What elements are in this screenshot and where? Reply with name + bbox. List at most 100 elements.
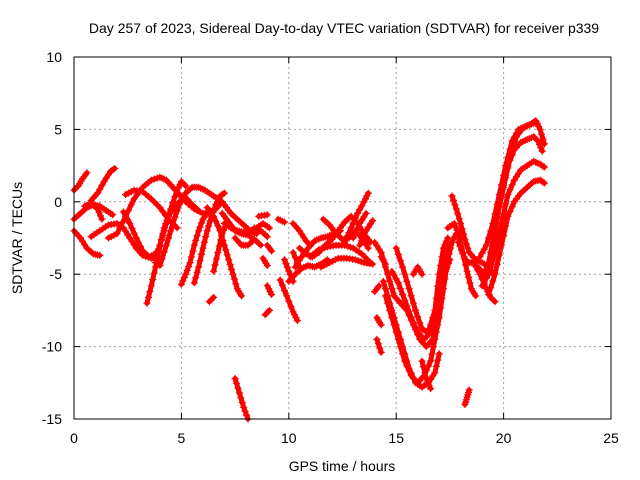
data-series-track-26 <box>264 283 275 297</box>
data-point-marker <box>422 375 430 382</box>
data-point-marker <box>283 263 291 271</box>
data-point-marker <box>238 292 245 300</box>
data-point-marker <box>377 321 385 329</box>
data-point-marker <box>485 291 493 298</box>
x-tick-label: 25 <box>603 430 619 446</box>
data-point-marker <box>498 193 505 201</box>
data-series-track-15 <box>211 221 229 274</box>
data-point-marker <box>424 362 432 370</box>
data-point-marker <box>94 205 102 213</box>
data-point-marker <box>356 241 364 249</box>
data-point-marker <box>485 270 493 278</box>
data-point-marker <box>197 219 205 227</box>
data-point-marker <box>160 248 168 256</box>
data-point-marker <box>414 313 422 321</box>
data-point-marker <box>450 196 457 204</box>
data-point-marker <box>96 185 104 193</box>
data-series-track-52 <box>374 336 384 355</box>
data-point-marker <box>504 164 512 172</box>
data-point-marker <box>156 262 164 269</box>
data-point-marker <box>289 249 297 256</box>
data-point-marker <box>210 212 218 220</box>
data-point-marker <box>539 135 547 143</box>
data-point-marker <box>500 210 508 218</box>
data-point-marker <box>379 256 387 264</box>
data-point-marker <box>373 335 381 343</box>
data-point-marker <box>195 263 203 271</box>
data-point-marker <box>377 249 385 256</box>
data-point-marker <box>399 263 407 271</box>
data-point-marker <box>382 263 389 271</box>
data-point-marker <box>281 287 288 295</box>
data-point-marker <box>119 208 127 216</box>
data-point-marker <box>281 256 288 264</box>
data-point-marker <box>147 282 155 290</box>
data-point-marker <box>506 208 514 215</box>
data-point-marker <box>407 314 415 322</box>
data-point-marker <box>487 284 495 292</box>
data-point-marker <box>189 247 197 255</box>
data-series <box>70 117 548 423</box>
data-point-marker <box>281 218 288 226</box>
data-point-marker <box>358 236 366 244</box>
x-tick-label: 0 <box>70 430 78 446</box>
data-point-marker <box>96 251 104 259</box>
data-point-marker <box>425 381 433 389</box>
data-point-marker <box>405 285 413 293</box>
data-point-marker <box>266 224 273 232</box>
data-point-marker <box>455 238 462 246</box>
data-point-marker <box>167 205 175 213</box>
data-point-marker <box>250 235 258 243</box>
data-point-marker <box>240 403 248 411</box>
data-point-marker <box>222 246 230 254</box>
data-point-marker <box>158 255 166 263</box>
data-point-marker <box>462 240 470 248</box>
data-point-marker <box>210 205 218 213</box>
data-point-marker <box>213 255 220 263</box>
data-point-marker <box>156 204 164 212</box>
data-point-marker <box>403 302 411 310</box>
data-point-marker <box>145 293 152 301</box>
data-point-marker <box>491 270 499 278</box>
data-point-marker <box>455 215 463 223</box>
data-point-marker <box>386 277 394 285</box>
data-point-marker <box>409 319 417 326</box>
data-point-marker <box>450 220 458 227</box>
data-point-marker <box>482 274 490 282</box>
data-point-marker <box>470 259 477 267</box>
data-point-marker <box>128 224 136 232</box>
data-point-marker <box>539 162 547 170</box>
data-point-marker <box>127 201 135 209</box>
data-point-marker <box>429 314 437 322</box>
data-point-marker <box>504 212 512 220</box>
data-point-marker <box>500 183 508 191</box>
data-point-marker <box>343 234 351 241</box>
data-point-marker <box>241 407 249 415</box>
data-point-marker <box>109 166 117 173</box>
data-point-marker <box>405 308 413 316</box>
data-point-marker <box>457 246 465 254</box>
data-point-marker <box>377 348 385 356</box>
data-point-marker <box>536 125 544 133</box>
data-point-marker <box>487 227 495 235</box>
data-point-marker <box>199 244 207 252</box>
data-point-marker <box>456 242 464 250</box>
data-point-marker <box>364 244 372 252</box>
y-tick-label: 10 <box>46 49 62 65</box>
data-point-marker <box>218 232 225 240</box>
x-tick-label: 15 <box>388 430 404 446</box>
data-point-marker <box>465 273 472 281</box>
data-series-track-16 <box>204 205 244 299</box>
data-point-marker <box>424 378 432 386</box>
data-point-marker <box>432 362 440 370</box>
data-point-marker <box>186 259 194 267</box>
data-point-marker <box>508 147 516 155</box>
data-point-marker <box>155 247 162 255</box>
data-point-marker <box>124 216 132 224</box>
data-point-marker <box>165 234 172 242</box>
data-point-marker <box>285 267 293 275</box>
data-point-marker <box>537 144 545 152</box>
data-series-track-20 <box>206 294 217 305</box>
data-point-marker <box>485 234 493 242</box>
data-point-marker <box>421 369 429 377</box>
